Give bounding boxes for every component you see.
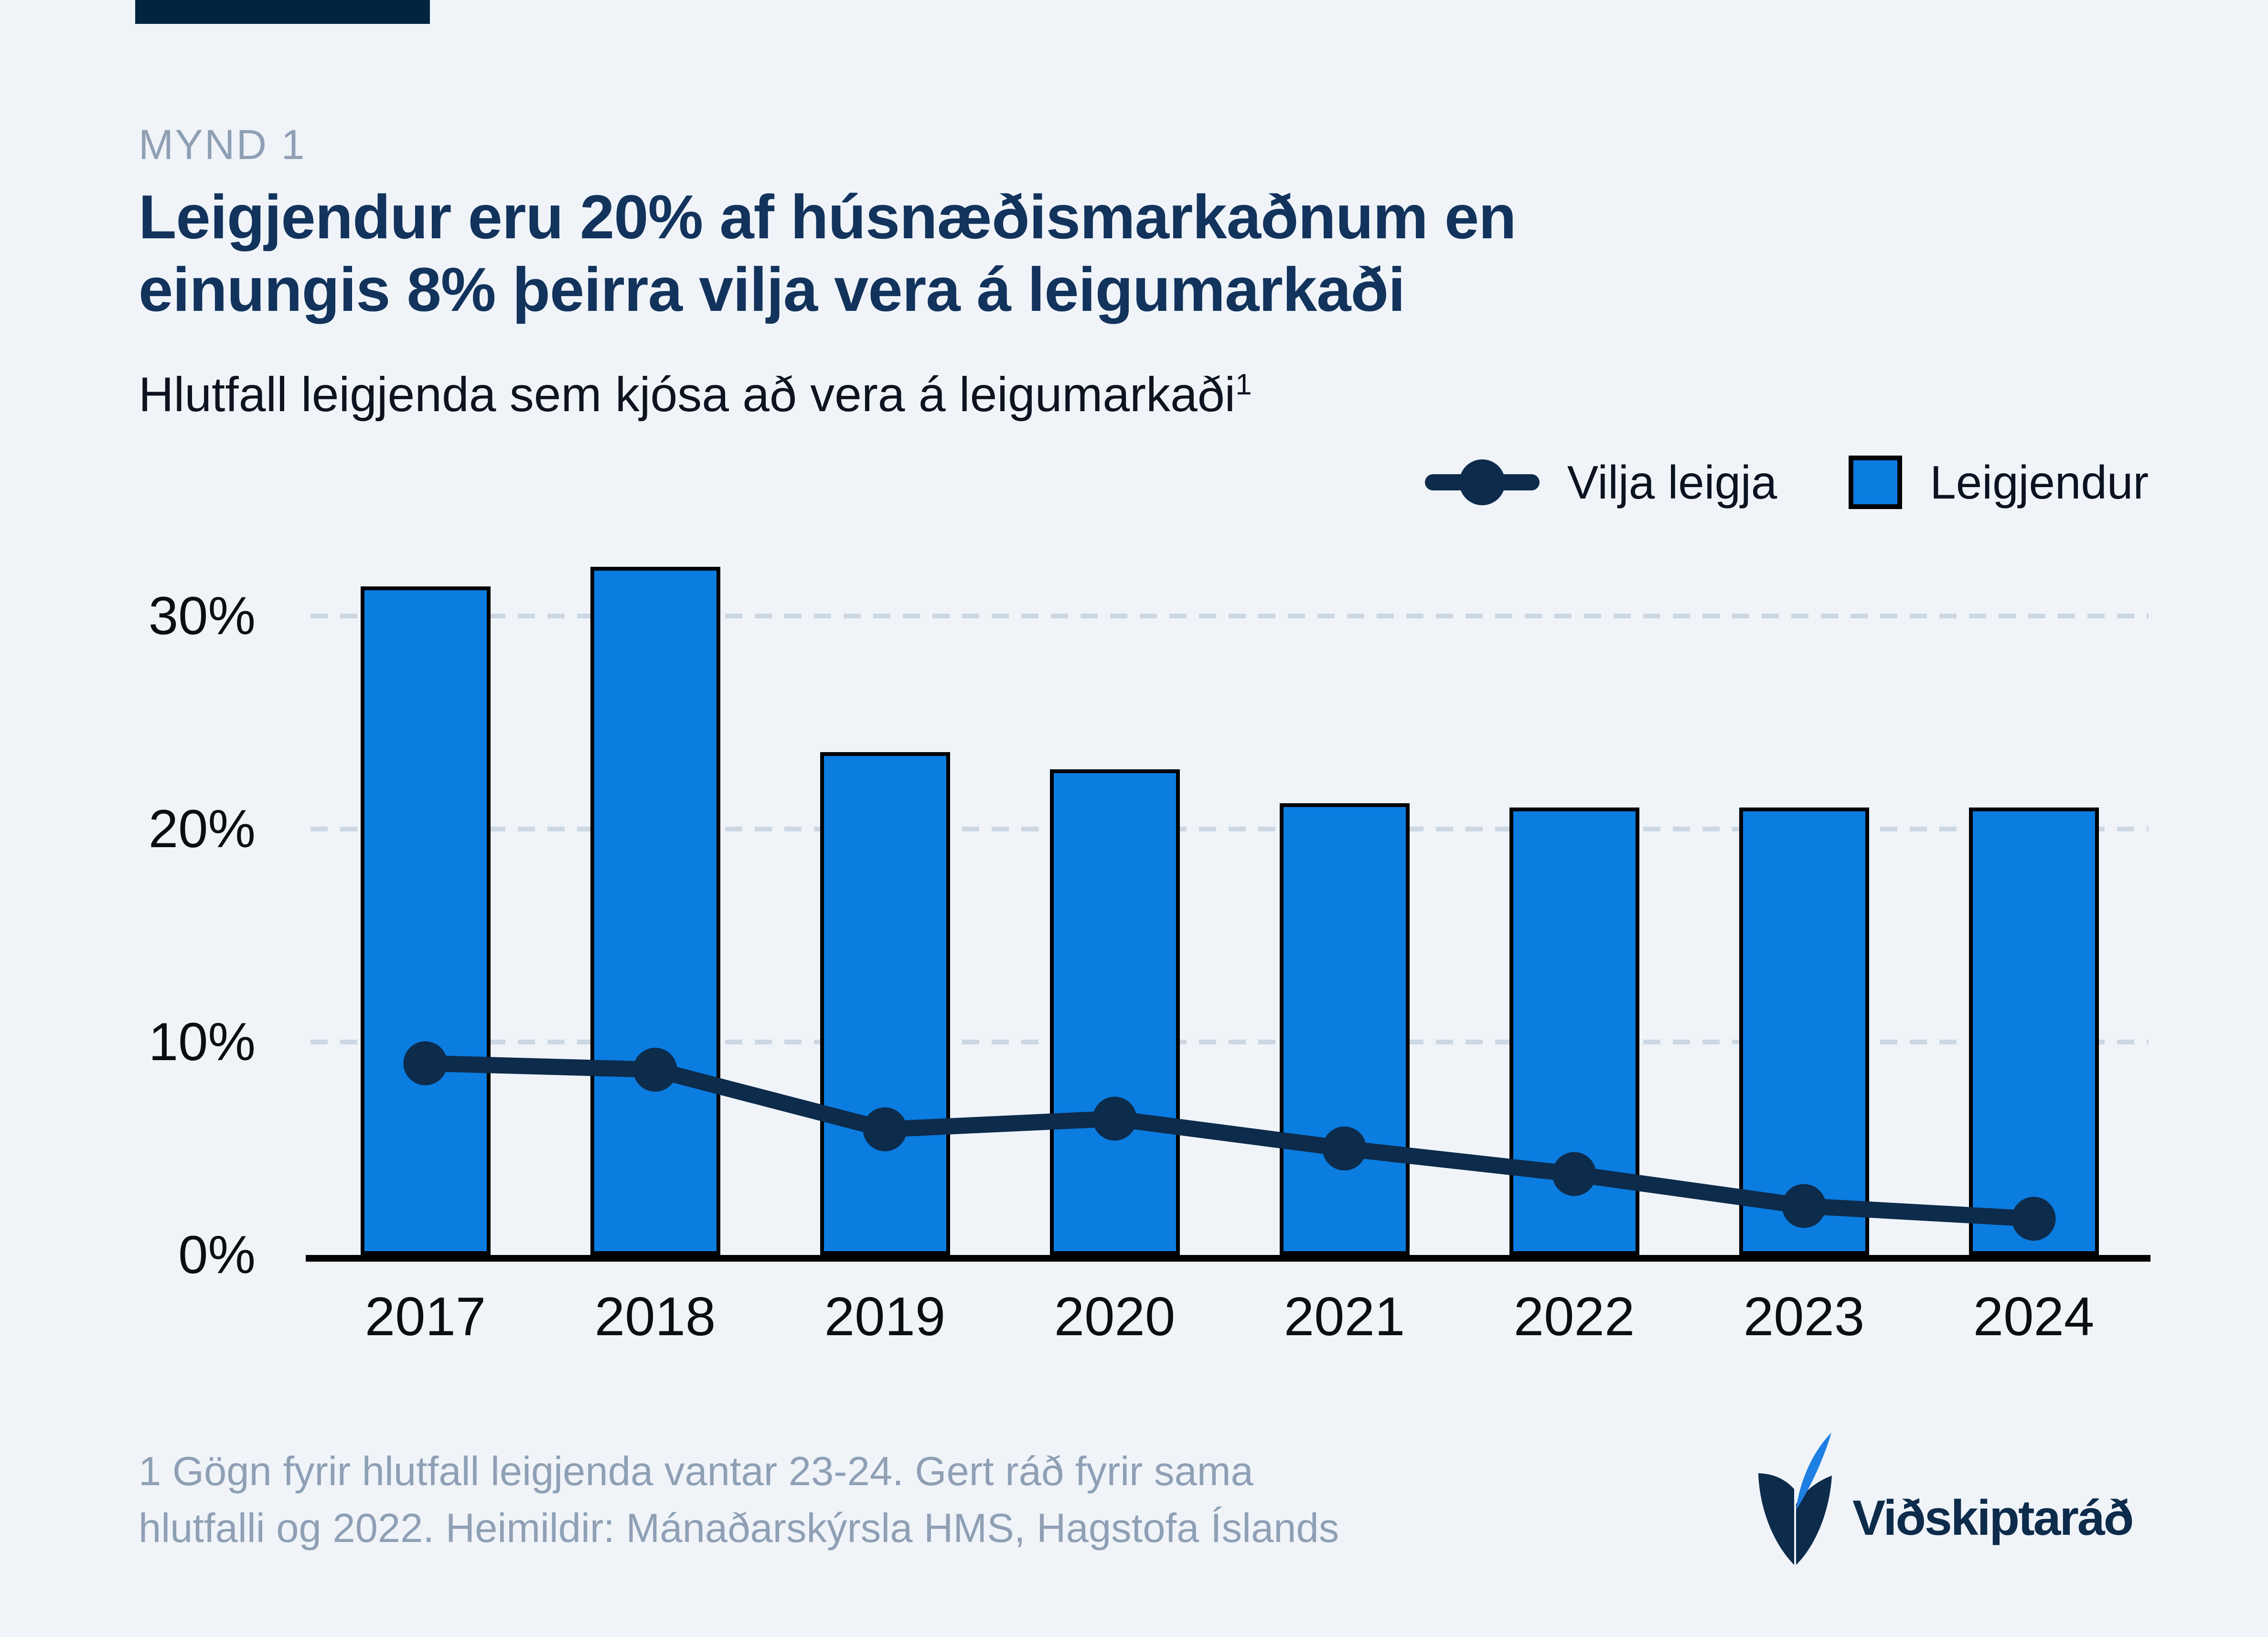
line-series-dot-icon (1459, 459, 1505, 505)
x-tick-2017: 2017 (364, 1286, 486, 1347)
line-vilja-leigja (417, 1055, 2042, 1227)
line-point-2017 (403, 1041, 448, 1085)
gridline-30 (310, 614, 2149, 618)
y-tick-0: 0% (178, 1225, 256, 1285)
source-footnote-line2: hlutfalli og 2022. Heimildir: Mánaðarský… (139, 1506, 1339, 1551)
legend-label-line: Vilja leigja (1567, 456, 1777, 509)
chart-subtitle-text: Hlutfall leigjenda sem kjósa að vera á l… (139, 367, 1236, 422)
line-point-2022 (1552, 1152, 1596, 1196)
y-tick-20: 20% (148, 799, 256, 859)
gridline-20 (310, 827, 2149, 831)
y-tick-10: 10% (148, 1012, 256, 1072)
line-series-layer (403, 1041, 2056, 1241)
vidskiptarad-logo: Viðskiptaráð (1757, 1433, 2134, 1565)
x-tick-2021: 2021 (1284, 1286, 1405, 1347)
line-point-2019 (863, 1107, 907, 1151)
x-tick-2023: 2023 (1743, 1286, 1865, 1347)
bar-2021 (1279, 803, 1410, 1255)
bar-2024 (1968, 808, 2099, 1255)
plot-area (310, 488, 2149, 1255)
line-point-2020 (1092, 1096, 1137, 1141)
line-point-2023 (1782, 1184, 1826, 1228)
line-point-2024 (2011, 1197, 2056, 1241)
bar-2020 (1049, 769, 1180, 1255)
bar-2018 (590, 567, 720, 1255)
legend-label-bar: Leigjendur (1930, 456, 2149, 509)
bar-series-swatch-icon (1849, 456, 1903, 509)
x-tick-2024: 2024 (1973, 1286, 2095, 1347)
source-footnote-line1: 1 Gögn fyrir hlutfall leigjenda vantar 2… (139, 1449, 1253, 1494)
x-tick-2022: 2022 (1513, 1286, 1635, 1347)
legend-item-line: Vilja leigja (1424, 456, 1777, 510)
x-tick-2019: 2019 (824, 1286, 946, 1347)
y-tick-30: 30% (148, 586, 256, 646)
line-series-marker-icon (1424, 459, 1540, 505)
line-point-2018 (633, 1047, 677, 1092)
footnote-reference-superscript: 1 (1235, 368, 1252, 401)
source-footnote: 1 Gögn fyrir hlutfall leigjenda vantar 2… (139, 1443, 1339, 1557)
vidskiptarad-logo-mark-icon (1758, 1433, 1832, 1565)
x-tick-2020: 2020 (1054, 1286, 1176, 1347)
legend-item-bar: Leigjendur (1849, 456, 2149, 510)
bar-2017 (360, 586, 491, 1255)
chart-legend: Vilja leigja Leigjendur (0, 449, 2149, 516)
chart-title-line1: Leigjendur eru 20% af húsnæðismarkaðnum … (139, 182, 1517, 252)
brand-top-bar (135, 0, 430, 24)
figure-number: MYND 1 (139, 121, 306, 168)
bar-2023 (1739, 808, 1869, 1255)
gridline-10 (310, 1040, 2149, 1044)
bar-2019 (820, 752, 950, 1255)
chart-subtitle: Hlutfall leigjenda sem kjósa að vera á l… (139, 367, 1252, 423)
chart-title-line2: einungis 8% þeirra vilja vera á leigumar… (139, 255, 1405, 324)
vidskiptarad-logo-text: Viðskiptaráð (1852, 1490, 2134, 1546)
chart-title: Leigjendur eru 20% af húsnæðismarkaðnum … (139, 181, 1517, 326)
line-point-2021 (1322, 1127, 1367, 1170)
x-axis-line (306, 1255, 2150, 1262)
x-tick-2018: 2018 (594, 1286, 716, 1347)
